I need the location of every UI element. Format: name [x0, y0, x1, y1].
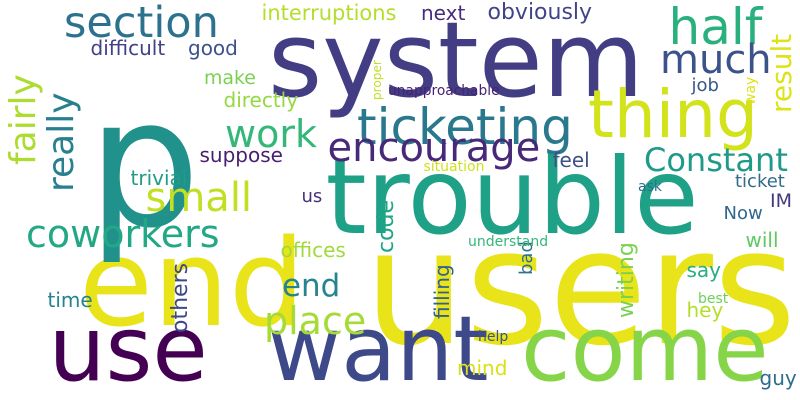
word-job: job: [692, 77, 719, 95]
word-situation: situation: [424, 160, 485, 174]
word-directly: directly: [224, 90, 299, 110]
word-good: good: [188, 38, 238, 58]
word-writing: writing: [616, 242, 638, 318]
word-mind: mind: [457, 358, 507, 378]
word-suppose: suppose: [200, 145, 283, 165]
word-say: say: [687, 260, 722, 280]
word-us: us: [302, 188, 323, 206]
word-make: make: [204, 69, 256, 88]
word-time: time: [48, 290, 93, 310]
word-place: place: [264, 302, 366, 340]
word-understand: understand: [468, 235, 548, 249]
word-much: much: [660, 40, 772, 80]
word-others: others: [170, 263, 192, 333]
word-come: come: [521, 305, 769, 395]
word-end: end: [282, 271, 340, 302]
word-now: Now: [724, 205, 763, 223]
word-result: result: [768, 33, 796, 112]
word-offices: offices: [281, 240, 346, 260]
word-trivial: trivial: [131, 168, 188, 188]
word-ticket: ticket: [735, 173, 785, 191]
word-filling: filling: [432, 264, 452, 319]
word-really: really: [44, 92, 80, 192]
word-unapproachable: unapproachable: [388, 85, 500, 99]
word-best: best: [698, 292, 728, 306]
word-thing: thing: [588, 82, 758, 148]
word-help: help: [478, 330, 508, 344]
word-fairly: fairly: [6, 74, 42, 165]
word-guy: guy: [760, 368, 797, 388]
word-ask: ask: [638, 180, 662, 194]
word-will: will: [746, 230, 779, 250]
word-difficult: difficult: [91, 38, 166, 58]
word-next: next: [421, 3, 465, 23]
word-im: IM: [770, 192, 792, 211]
word-way: way: [744, 77, 758, 105]
word-code: code: [376, 199, 398, 252]
word-coworkers: coworkers: [26, 215, 220, 253]
word-feel: feel: [553, 150, 590, 170]
word-interruptions: interruptions: [262, 3, 397, 24]
word-obviously: obviously: [488, 2, 593, 24]
word-proper: proper: [371, 60, 383, 100]
